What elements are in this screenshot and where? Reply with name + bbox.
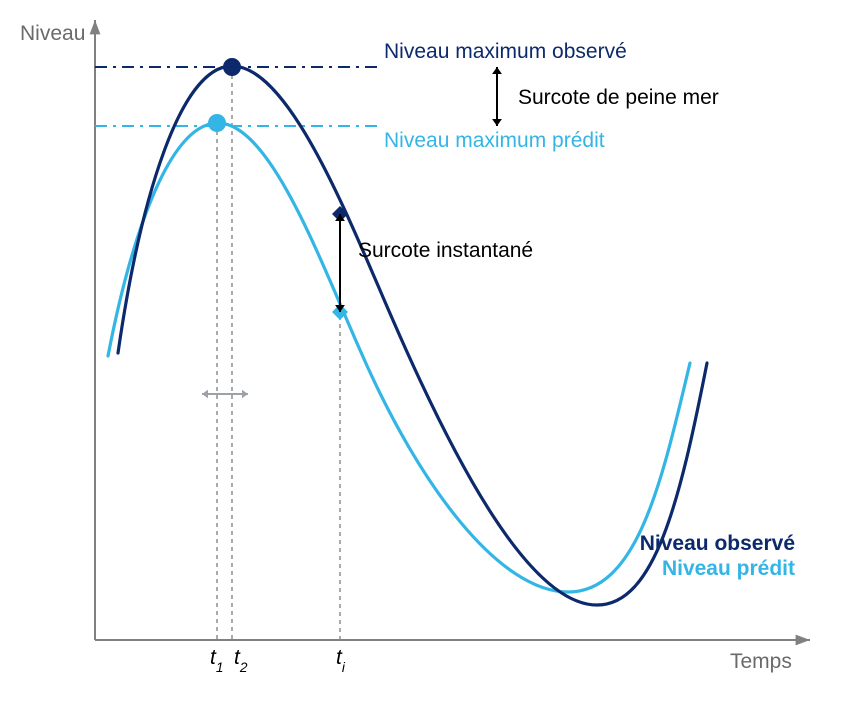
tide-surcote-diagram: Niveau Temps Niveau maximum observé Niveau … — [0, 0, 844, 704]
x-axis-label: Temps — [730, 650, 792, 673]
t-shift-arrow-head-left — [202, 390, 208, 398]
chart-container: Niveau Temps Niveau maximum observé Niveau … — [0, 0, 844, 704]
t1-tick-label: t1 — [210, 646, 223, 675]
surcote-peine-mer-label: Surcote de peine mer — [518, 86, 719, 109]
predicted_max-marker — [208, 114, 226, 132]
niveau-max-observe-label: Niveau maximum observé — [384, 40, 627, 63]
t-shift-arrow-head-right — [242, 390, 248, 398]
legend-observed-label: Niveau observé — [640, 532, 795, 555]
niveau-max-predit-label: Niveau maximum prédit — [384, 129, 605, 152]
observed_max-marker — [223, 58, 241, 76]
ti-tick-label: ti — [336, 646, 346, 675]
t2-tick-label: t2 — [234, 646, 248, 675]
y-axis-arrow — [90, 20, 101, 34]
predicted-curve — [108, 123, 690, 592]
surcote-peine-mer-arrow-head-up — [492, 67, 502, 74]
x-axis-arrow — [796, 635, 810, 646]
legend-predicted-label: Niveau prédit — [662, 557, 795, 580]
surcote-instant-label: Surcote instantané — [358, 239, 533, 262]
y-axis-label: Niveau — [20, 22, 85, 45]
surcote-peine-mer-arrow-head-down — [492, 119, 502, 126]
